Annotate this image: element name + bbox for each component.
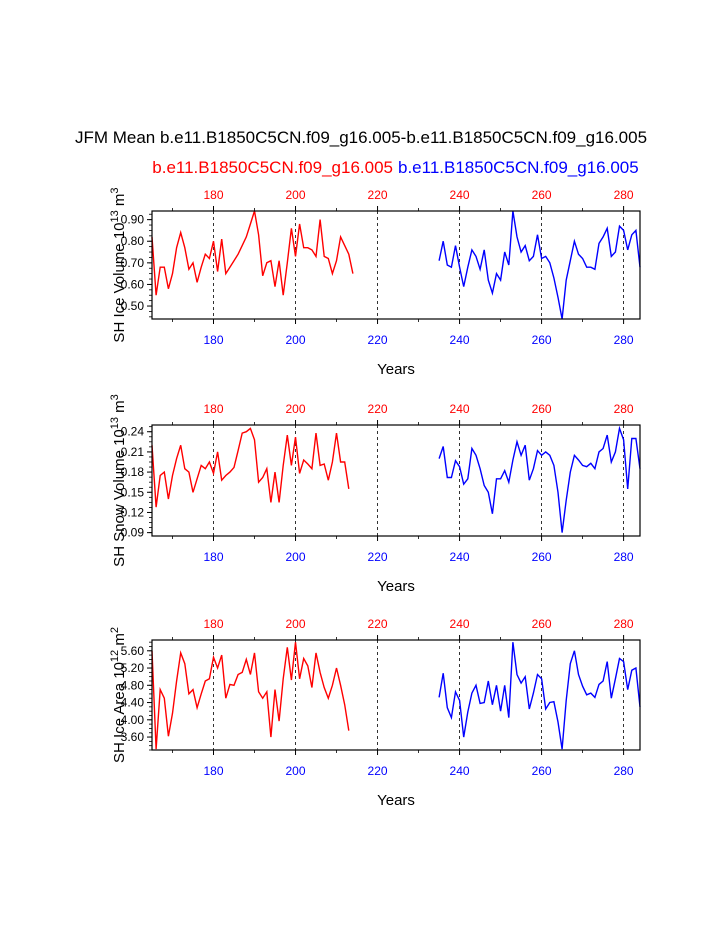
y-tick-label: 0.90 [121,213,145,227]
series-line-red [151,642,350,750]
x-top-tick-label: 280 [614,188,634,202]
series-line-red [151,210,354,296]
x-bottom-tick-label: 200 [286,764,306,778]
y-tick-label: 4.80 [121,678,145,692]
x-top-tick-label: 220 [368,617,388,631]
x-bottom-tick-label: 240 [450,550,470,564]
y-tick-label: 5.20 [121,661,145,675]
x-bottom-tick-label: 260 [532,333,552,347]
x-axis-label: Years [377,361,415,378]
y-tick-label: 4.00 [121,713,145,727]
y-tick-label: 0.24 [121,425,145,439]
x-top-tick-label: 200 [286,617,306,631]
x-top-tick-label: 240 [450,402,470,416]
y-tick-label: 0.80 [121,234,145,248]
y-tick-label: 0.12 [121,505,145,519]
x-bottom-tick-label: 200 [286,550,306,564]
x-axis-label: Years [377,792,415,809]
series-line-blue [438,425,641,533]
x-bottom-tick-label: 280 [614,550,634,564]
y-axis-label: SH Ice Volume 1013 m3 [109,187,128,342]
x-bottom-tick-label: 180 [203,764,223,778]
x-top-tick-label: 200 [286,402,306,416]
series-line-blue [438,210,641,320]
panel-2: 0.24 0.21 0.18 0.15 0.12 0.09 180 200 220 240 260 2… [109,394,641,595]
y-tick-label: 0.21 [121,445,145,459]
x-top-tick-label: 240 [450,617,470,631]
y-tick-label: 0.60 [121,277,145,291]
x-top-tick-label: 260 [532,188,552,202]
x-top-tick-label: 180 [203,617,223,631]
y-axis-label: SH Snow Volume 1013 m3 [109,394,128,567]
panel-1: 0.90 0.80 0.70 0.60 0.50 180 200 220 240 260 280 18… [109,187,641,378]
x-top-tick-label: 180 [203,402,223,416]
x-bottom-tick-label: 260 [532,764,552,778]
y-tick-label: 0.18 [121,465,145,479]
x-bottom-tick-label: 280 [614,333,634,347]
x-bottom-tick-label: 240 [450,764,470,778]
plot-frame [151,210,641,320]
x-bottom-tick-label: 180 [203,333,223,347]
legend-blue-label: b.e11.B1850C5CN.f09_g16.005 [398,158,639,177]
x-bottom-tick-label: 200 [286,333,306,347]
x-bottom-tick-label: 280 [614,764,634,778]
x-top-tick-label: 200 [286,188,306,202]
series-line-blue [438,642,641,750]
plot-frame [151,424,641,537]
y-tick-label: 0.09 [121,526,145,540]
y-tick-label: 5.60 [121,644,145,658]
x-axis-label: Years [377,578,415,595]
panel-3: 5.60 5.20 4.80 4.40 4.00 3.60 180 200 220 240 260 2… [109,617,641,809]
y-tick-label: 4.40 [121,696,145,710]
legend-red-label: b.e11.B1850C5CN.f09_g16.005 [152,158,393,177]
x-bottom-tick-label: 260 [532,550,552,564]
y-tick-label: 0.70 [121,256,145,270]
series-line-red [151,427,350,508]
x-top-tick-label: 220 [368,188,388,202]
figure-title: JFM Mean b.e11.B1850C5CN.f09_g16.005-b.e… [75,128,647,147]
x-bottom-tick-label: 220 [368,764,388,778]
y-tick-label: 3.60 [121,730,145,744]
y-tick-label: 0.15 [121,485,145,499]
x-bottom-tick-label: 240 [450,333,470,347]
x-bottom-tick-label: 220 [368,333,388,347]
x-top-tick-label: 220 [368,402,388,416]
x-top-tick-label: 260 [532,402,552,416]
x-top-tick-label: 260 [532,617,552,631]
plot-frame [151,639,641,751]
x-top-tick-label: 280 [614,402,634,416]
x-bottom-tick-label: 220 [368,550,388,564]
x-bottom-tick-label: 180 [203,550,223,564]
x-top-tick-label: 280 [614,617,634,631]
x-top-tick-label: 180 [203,188,223,202]
y-axis-label: SH Ice Area 1012 m2 [109,627,128,763]
y-tick-label: 0.50 [121,299,145,313]
x-top-tick-label: 240 [450,188,470,202]
